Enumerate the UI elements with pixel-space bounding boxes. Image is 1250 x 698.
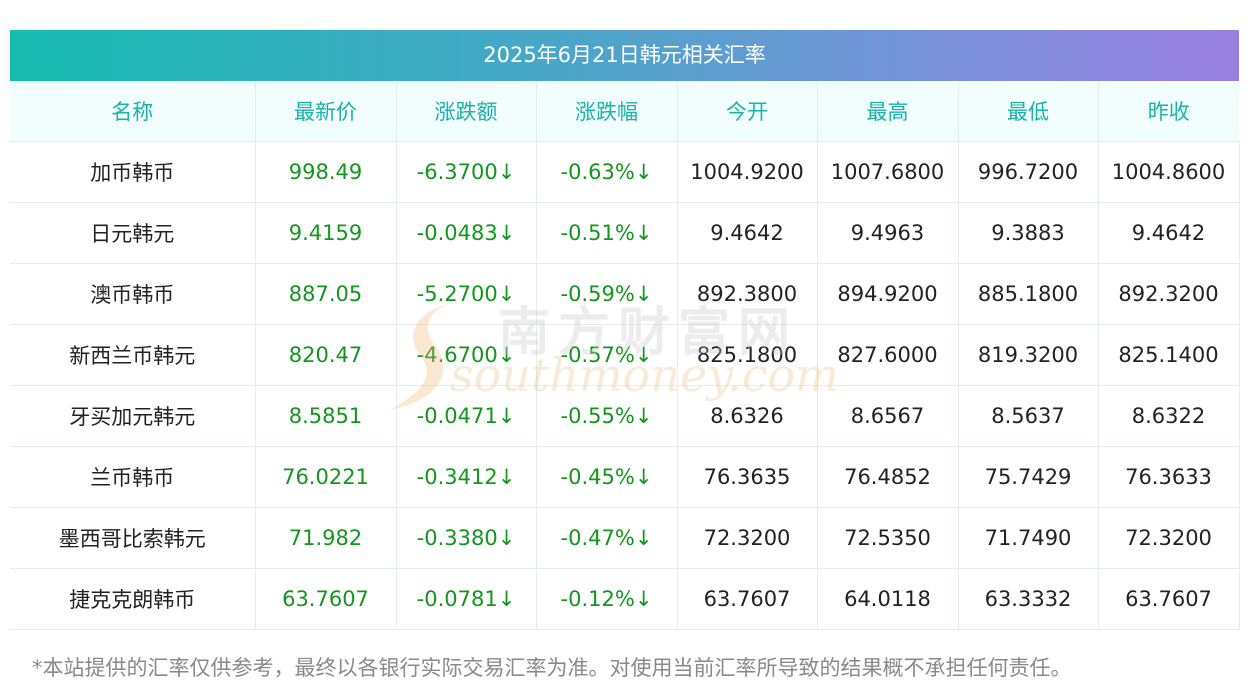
col-header-change-pct: 涨跌幅 xyxy=(536,81,678,142)
table-row: 牙买加元韩元 8.5851 -0.0471↓ -0.55%↓ 8.6326 8.6567 8… xyxy=(10,385,1240,447)
cell-latest: 887.05 xyxy=(255,263,397,325)
cell-low: 996.7200 xyxy=(958,141,1099,203)
cell-change-pct: -0.55%↓ xyxy=(536,385,678,447)
cell-high: 1007.6800 xyxy=(817,141,959,203)
cell-name: 墨西哥比索韩元 xyxy=(10,507,256,569)
table-title: 2025年6月21日韩元相关汇率 xyxy=(10,30,1239,81)
cell-latest: 63.7607 xyxy=(255,568,397,630)
table-row: 澳币韩币 887.05 -5.2700↓ -0.59%↓ 892.3800 894.920… xyxy=(10,263,1240,325)
cell-high: 9.4963 xyxy=(817,202,959,264)
cell-prev-close: 76.3633 xyxy=(1098,446,1240,508)
cell-prev-close: 825.1400 xyxy=(1098,324,1240,386)
col-header-prev-close: 昨收 xyxy=(1098,81,1239,142)
cell-prev-close: 63.7607 xyxy=(1098,568,1240,630)
cell-prev-close: 8.6322 xyxy=(1098,385,1240,447)
cell-high: 64.0118 xyxy=(817,568,959,630)
cell-high: 76.4852 xyxy=(817,446,959,508)
cell-change: -0.3380↓ xyxy=(396,507,537,569)
cell-latest: 9.4159 xyxy=(255,202,397,264)
cell-prev-close: 72.3200 xyxy=(1098,507,1240,569)
cell-change-pct: -0.59%↓ xyxy=(536,263,678,325)
table-row: 兰币韩币 76.0221 -0.3412↓ -0.45%↓ 76.3635 76.4852… xyxy=(10,446,1240,508)
cell-prev-close: 892.3200 xyxy=(1098,263,1240,325)
col-header-low: 最低 xyxy=(958,81,1099,142)
cell-open: 9.4642 xyxy=(677,202,818,264)
cell-high: 8.6567 xyxy=(817,385,959,447)
cell-high: 894.9200 xyxy=(817,263,959,325)
cell-change: -6.3700↓ xyxy=(396,141,537,203)
cell-high: 72.5350 xyxy=(817,507,959,569)
cell-low: 63.3332 xyxy=(958,568,1099,630)
table-row: 捷克克朗韩币 63.7607 -0.0781↓ -0.12%↓ 63.7607 64.01… xyxy=(10,568,1240,630)
table-row: 加币韩币 998.49 -6.3700↓ -0.63%↓ 1004.9200 1007.6… xyxy=(10,141,1240,203)
cell-name: 捷克克朗韩币 xyxy=(10,568,256,630)
cell-open: 63.7607 xyxy=(677,568,818,630)
cell-change: -0.0471↓ xyxy=(396,385,537,447)
cell-latest: 8.5851 xyxy=(255,385,397,447)
cell-prev-close: 9.4642 xyxy=(1098,202,1240,264)
col-header-open: 今开 xyxy=(677,81,818,142)
cell-latest: 71.982 xyxy=(255,507,397,569)
cell-prev-close: 1004.8600 xyxy=(1098,141,1240,203)
cell-name: 日元韩元 xyxy=(10,202,256,264)
cell-change: -0.0483↓ xyxy=(396,202,537,264)
cell-open: 72.3200 xyxy=(677,507,818,569)
disclaimer-text: *本站提供的汇率仅供参考，最终以各银行实际交易汇率为准。对使用当前汇率所导致的结… xyxy=(32,656,1072,680)
rates-panel: 2025年6月21日韩元相关汇率 名称 最新价 涨跌额 涨跌幅 今开 最高 最低… xyxy=(10,30,1240,630)
cell-change: -0.0781↓ xyxy=(396,568,537,630)
cell-change-pct: -0.47%↓ xyxy=(536,507,678,569)
cell-change: -4.6700↓ xyxy=(396,324,537,386)
cell-open: 1004.9200 xyxy=(677,141,818,203)
table-row: 墨西哥比索韩元 71.982 -0.3380↓ -0.47%↓ 72.3200 72.53… xyxy=(10,507,1240,569)
cell-change-pct: -0.51%↓ xyxy=(536,202,678,264)
cell-latest: 998.49 xyxy=(255,141,397,203)
col-header-high: 最高 xyxy=(817,81,959,142)
cell-low: 75.7429 xyxy=(958,446,1099,508)
cell-change-pct: -0.45%↓ xyxy=(536,446,678,508)
cell-latest: 76.0221 xyxy=(255,446,397,508)
table-row: 新西兰币韩元 820.47 -4.6700↓ -0.57%↓ 825.1800 827.6… xyxy=(10,324,1240,386)
col-header-name: 名称 xyxy=(10,81,256,142)
cell-name: 澳币韩币 xyxy=(10,263,256,325)
table-row: 日元韩元 9.4159 -0.0483↓ -0.51%↓ 9.4642 9.4963 9.3… xyxy=(10,202,1240,264)
cell-change: -5.2700↓ xyxy=(396,263,537,325)
cell-open: 76.3635 xyxy=(677,446,818,508)
cell-open: 8.6326 xyxy=(677,385,818,447)
cell-change-pct: -0.12%↓ xyxy=(536,568,678,630)
cell-latest: 820.47 xyxy=(255,324,397,386)
cell-name: 兰币韩币 xyxy=(10,446,256,508)
cell-low: 71.7490 xyxy=(958,507,1099,569)
table-header-row: 名称 最新价 涨跌额 涨跌幅 今开 最高 最低 昨收 xyxy=(10,81,1239,142)
col-header-latest: 最新价 xyxy=(255,81,397,142)
cell-change: -0.3412↓ xyxy=(396,446,537,508)
cell-low: 8.5637 xyxy=(958,385,1099,447)
cell-open: 825.1800 xyxy=(677,324,818,386)
cell-low: 819.3200 xyxy=(958,324,1099,386)
cell-low: 9.3883 xyxy=(958,202,1099,264)
cell-low: 885.1800 xyxy=(958,263,1099,325)
exchange-rate-table: 名称 最新价 涨跌额 涨跌幅 今开 最高 最低 昨收 加币韩币 998.49 -6.… xyxy=(10,81,1240,630)
cell-name: 加币韩币 xyxy=(10,141,256,203)
cell-name: 牙买加元韩元 xyxy=(10,385,256,447)
cell-name: 新西兰币韩元 xyxy=(10,324,256,386)
cell-high: 827.6000 xyxy=(817,324,959,386)
cell-open: 892.3800 xyxy=(677,263,818,325)
cell-change-pct: -0.57%↓ xyxy=(536,324,678,386)
col-header-change: 涨跌额 xyxy=(396,81,537,142)
cell-change-pct: -0.63%↓ xyxy=(536,141,678,203)
